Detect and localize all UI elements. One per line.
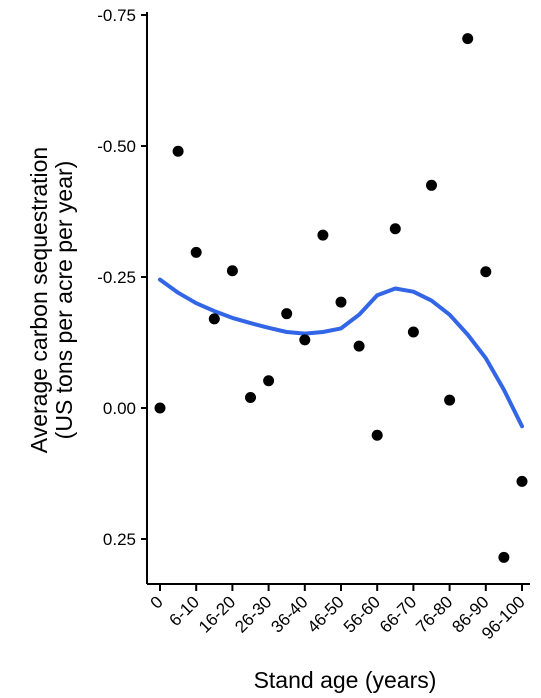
data-point [281, 308, 293, 320]
data-point [498, 551, 510, 563]
y-tick-label: 0.00 [103, 399, 136, 418]
y-axis-title-line2: (US tons per acre per year) [51, 161, 77, 440]
y-axis-title: Average carbon sequestration (US tons pe… [26, 147, 77, 453]
x-axis-title: Stand age (years) [254, 667, 437, 693]
data-point [263, 375, 275, 387]
data-point [426, 179, 437, 191]
x-tick-label: 36-40 [267, 592, 311, 636]
data-point [353, 340, 365, 352]
data-point [389, 223, 401, 235]
x-tick-label: 46-50 [304, 592, 348, 636]
data-point [371, 429, 383, 441]
x-tick-label: 16-20 [195, 592, 239, 636]
x-tick-label: 76-80 [412, 592, 456, 636]
data-point [172, 145, 184, 157]
data-point [444, 394, 456, 406]
y-tick-label: 0.25 [103, 530, 136, 549]
data-point [335, 296, 347, 308]
data-point [317, 229, 329, 241]
x-tick-label: 56-60 [340, 592, 384, 636]
smooth-trend-line [158, 277, 524, 429]
data-point [299, 334, 311, 346]
x-tick-label: 26-30 [231, 592, 275, 636]
data-point [516, 475, 528, 487]
data-point [154, 402, 166, 414]
data-point [407, 326, 419, 338]
data-point [226, 265, 238, 277]
x-tick-label: 0 [147, 592, 167, 612]
data-point [208, 313, 220, 325]
x-ticks: 06-1016-2026-3036-4046-5056-6066-7076-80… [147, 584, 529, 643]
y-tick-label: -0.75 [97, 6, 136, 25]
y-tick-label: -0.25 [97, 268, 136, 287]
y-axis-title-line1: Average carbon sequestration [26, 147, 52, 453]
y-tick-label: -0.50 [97, 137, 136, 156]
data-point [462, 33, 474, 45]
data-point [245, 392, 256, 404]
x-tick-label: 66-70 [376, 592, 420, 636]
data-point [480, 266, 492, 278]
data-point [190, 246, 202, 258]
data-points [154, 33, 528, 563]
y-ticks: -0.75 -0.50 -0.25 0.00 0.25 [97, 6, 147, 549]
